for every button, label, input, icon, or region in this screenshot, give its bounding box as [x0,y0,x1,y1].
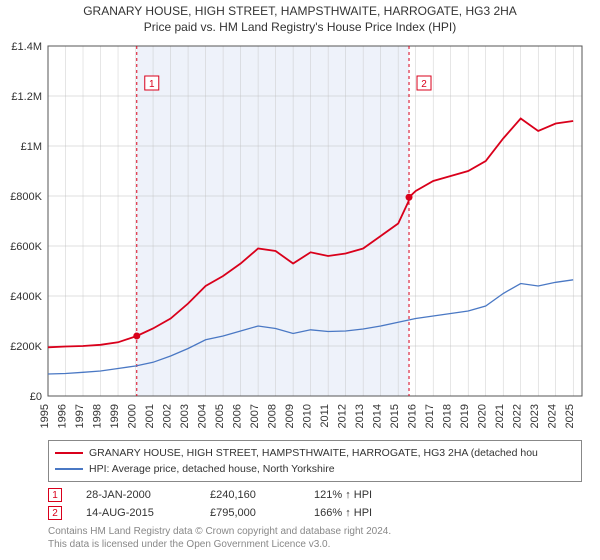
svg-text:£1.2M: £1.2M [11,91,42,103]
svg-text:1999: 1999 [109,404,121,428]
transaction-pct: 166% ↑ HPI [314,507,404,519]
transaction-marker: 2 [48,506,62,520]
svg-text:£0: £0 [30,391,42,403]
transaction-date: 14-AUG-2015 [86,507,186,519]
footer-attribution: Contains HM Land Registry data © Crown c… [48,526,582,551]
svg-text:2017: 2017 [424,404,436,428]
svg-text:2020: 2020 [477,404,489,428]
svg-text:1997: 1997 [74,404,86,428]
svg-text:1998: 1998 [92,404,104,428]
svg-text:2000: 2000 [127,404,139,428]
svg-text:2015: 2015 [389,404,401,428]
svg-text:2005: 2005 [214,404,226,428]
legend-swatch [55,452,83,454]
svg-text:2018: 2018 [442,404,454,428]
transaction-row: 2 14-AUG-2015 £795,000 166% ↑ HPI [48,504,582,522]
svg-text:2024: 2024 [547,404,559,428]
transaction-pct: 121% ↑ HPI [314,489,404,501]
svg-text:2010: 2010 [302,404,314,428]
line-chart: £0 £200K £400K £600K £800K £1M £1.2M £1.4M 1995 1… [0,36,600,436]
svg-text:2009: 2009 [284,404,296,428]
svg-text:1995: 1995 [39,404,51,428]
svg-text:2012: 2012 [337,404,349,428]
svg-text:£1.4M: £1.4M [11,41,42,53]
transaction-marker: 1 [48,488,62,502]
legend-item: GRANARY HOUSE, HIGH STREET, HAMPSTHWAITE… [55,445,575,461]
svg-text:£200K: £200K [10,341,42,353]
svg-text:2022: 2022 [512,404,524,428]
svg-text:2007: 2007 [249,404,261,428]
footer-line2: This data is licensed under the Open Gov… [48,539,582,552]
svg-text:2016: 2016 [407,404,419,428]
svg-text:2011: 2011 [319,404,331,428]
svg-text:1996: 1996 [57,404,69,428]
transaction-date: 28-JAN-2000 [86,489,186,501]
svg-text:2008: 2008 [267,404,279,428]
transaction-price: £240,160 [210,489,290,501]
svg-text:2025: 2025 [564,404,576,428]
svg-text:£1M: £1M [21,141,42,153]
svg-text:2004: 2004 [197,404,209,428]
chart-title-block: GRANARY HOUSE, HIGH STREET, HAMPSTHWAITE… [0,0,600,36]
svg-text:2002: 2002 [162,404,174,428]
svg-text:2003: 2003 [179,404,191,428]
footer-line1: Contains HM Land Registry data © Crown c… [48,526,582,539]
svg-text:2013: 2013 [354,404,366,428]
svg-text:2: 2 [421,79,427,90]
chart-area: £0 £200K £400K £600K £800K £1M £1.2M £1.4M 1995 1… [0,36,600,436]
svg-text:2023: 2023 [529,404,541,428]
transaction-table: 1 28-JAN-2000 £240,160 121% ↑ HPI 2 14-AUG-20… [48,486,582,522]
svg-text:2006: 2006 [232,404,244,428]
legend-label: GRANARY HOUSE, HIGH STREET, HAMPSTHWAITE… [89,447,538,459]
transaction-price: £795,000 [210,507,290,519]
legend-swatch [55,468,83,470]
legend-label: HPI: Average price, detached house, Nort… [89,463,335,475]
transaction-row: 1 28-JAN-2000 £240,160 121% ↑ HPI [48,486,582,504]
svg-text:£800K: £800K [10,191,42,203]
legend: GRANARY HOUSE, HIGH STREET, HAMPSTHWAITE… [48,440,582,482]
svg-text:£400K: £400K [10,291,42,303]
svg-text:2001: 2001 [144,404,156,428]
svg-text:1: 1 [149,79,155,90]
svg-text:2019: 2019 [459,404,471,428]
svg-text:2021: 2021 [494,404,506,428]
svg-text:£600K: £600K [10,241,42,253]
legend-item: HPI: Average price, detached house, Nort… [55,461,575,477]
chart-title-main: GRANARY HOUSE, HIGH STREET, HAMPSTHWAITE… [8,4,592,18]
svg-text:2014: 2014 [372,404,384,428]
chart-title-sub: Price paid vs. HM Land Registry's House … [8,20,592,34]
